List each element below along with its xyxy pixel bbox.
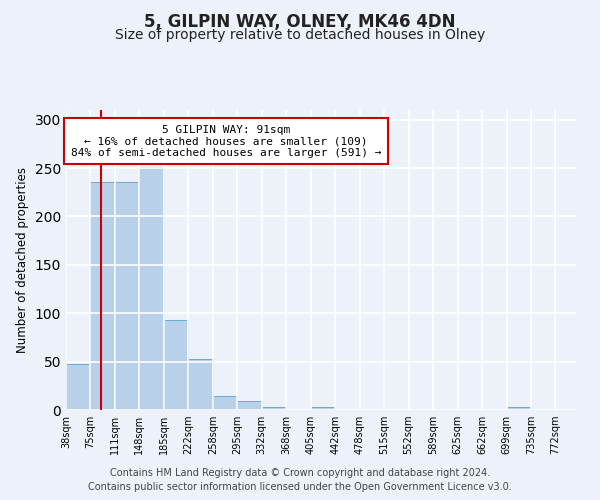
Bar — [91, 182, 115, 410]
Bar — [506, 407, 531, 410]
Bar — [262, 407, 286, 410]
Bar — [311, 407, 335, 410]
Text: Size of property relative to detached houses in Olney: Size of property relative to detached ho… — [115, 28, 485, 42]
Text: Contains public sector information licensed under the Open Government Licence v3: Contains public sector information licen… — [88, 482, 512, 492]
Bar — [188, 358, 213, 410]
Bar — [115, 182, 139, 410]
Text: 5 GILPIN WAY: 91sqm
← 16% of detached houses are smaller (109)
84% of semi-detac: 5 GILPIN WAY: 91sqm ← 16% of detached ho… — [71, 124, 382, 158]
Text: 5, GILPIN WAY, OLNEY, MK46 4DN: 5, GILPIN WAY, OLNEY, MK46 4DN — [144, 12, 456, 30]
Bar — [238, 402, 262, 410]
Bar — [213, 396, 238, 410]
Bar — [139, 167, 164, 410]
Bar — [164, 320, 188, 410]
Text: Contains HM Land Registry data © Crown copyright and database right 2024.: Contains HM Land Registry data © Crown c… — [110, 468, 490, 477]
Y-axis label: Number of detached properties: Number of detached properties — [16, 167, 29, 353]
Bar — [66, 364, 91, 410]
